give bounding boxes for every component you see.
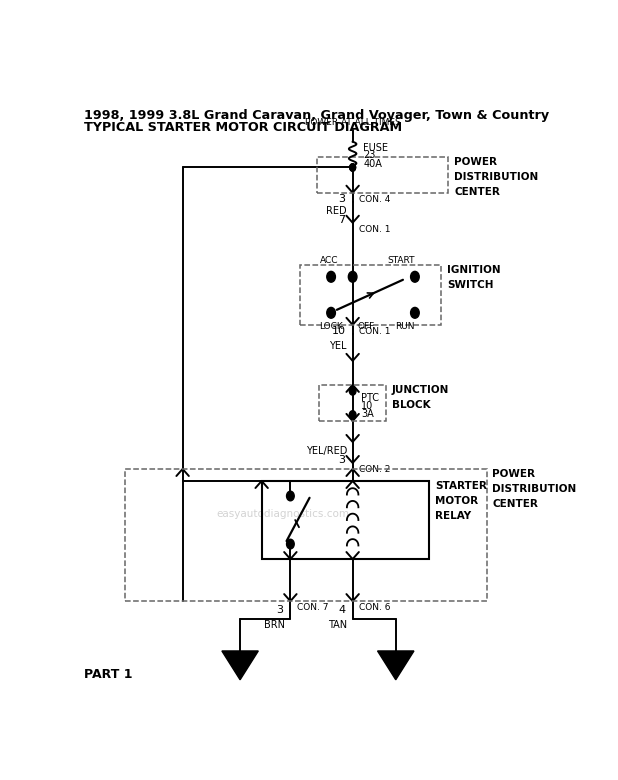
Text: MOTOR: MOTOR (435, 496, 478, 506)
Text: 10: 10 (362, 401, 373, 411)
Text: PART 1: PART 1 (85, 668, 133, 681)
Text: RELAY: RELAY (435, 511, 471, 521)
Circle shape (327, 307, 336, 318)
Circle shape (287, 491, 294, 501)
Text: SWITCH: SWITCH (447, 280, 494, 290)
Text: TYPICAL STARTER MOTOR CIRCUIT DIAGRAM: TYPICAL STARTER MOTOR CIRCUIT DIAGRAM (85, 121, 402, 134)
Text: 3: 3 (339, 193, 345, 204)
Circle shape (410, 307, 419, 318)
Circle shape (350, 164, 355, 171)
Text: DISTRIBUTION: DISTRIBUTION (493, 484, 577, 494)
Polygon shape (222, 651, 258, 680)
Text: LOCK: LOCK (320, 322, 343, 332)
Text: 3: 3 (276, 604, 283, 615)
Text: POWER: POWER (493, 469, 536, 479)
Text: 40A: 40A (363, 159, 382, 169)
Polygon shape (378, 651, 414, 680)
Text: YEL/RED: YEL/RED (305, 446, 347, 456)
Text: 23: 23 (363, 151, 376, 161)
Circle shape (349, 271, 357, 282)
Circle shape (349, 411, 356, 419)
Circle shape (327, 271, 336, 282)
Text: CON. 4: CON. 4 (359, 194, 391, 204)
Circle shape (350, 164, 355, 171)
Text: CENTER: CENTER (454, 186, 500, 197)
Text: POWER: POWER (454, 157, 497, 167)
Text: PTC: PTC (362, 393, 379, 403)
Bar (319, 385, 386, 421)
Text: BRN: BRN (264, 620, 285, 630)
Text: RED: RED (326, 206, 347, 216)
Text: OFF: OFF (357, 322, 375, 332)
Text: 3: 3 (339, 455, 345, 465)
Circle shape (350, 164, 355, 171)
Text: 3A: 3A (362, 409, 374, 419)
Circle shape (410, 271, 419, 282)
Text: 4: 4 (338, 604, 345, 615)
Text: easyautodiagnostics.com: easyautodiagnostics.com (217, 509, 350, 519)
Bar (261, 481, 430, 559)
Text: CON. 6: CON. 6 (359, 603, 391, 612)
Text: POWER AT ALL TIMES: POWER AT ALL TIMES (305, 118, 400, 126)
Text: START: START (387, 256, 415, 264)
Text: B: B (390, 663, 402, 678)
Text: STARTER: STARTER (435, 481, 487, 491)
Circle shape (349, 387, 356, 395)
Text: 1998, 1999 3.8L Grand Caravan, Grand Voyager, Town & Country: 1998, 1999 3.8L Grand Caravan, Grand Voy… (85, 108, 549, 122)
Bar (317, 157, 449, 193)
Text: FUSE: FUSE (363, 143, 388, 153)
Text: ACC: ACC (320, 256, 338, 264)
Text: 10: 10 (331, 326, 345, 336)
Text: RUN: RUN (396, 322, 415, 332)
Text: A: A (234, 663, 246, 678)
Text: BLOCK: BLOCK (392, 400, 431, 410)
Text: DISTRIBUTION: DISTRIBUTION (454, 172, 538, 182)
Text: CON. 7: CON. 7 (297, 603, 329, 612)
Bar (125, 469, 487, 601)
Text: TAN: TAN (328, 620, 347, 630)
Text: CON. 1: CON. 1 (359, 327, 391, 335)
Text: CENTER: CENTER (493, 499, 538, 509)
Text: YEL: YEL (329, 341, 347, 351)
Text: IGNITION: IGNITION (447, 264, 501, 275)
Text: CON. 1: CON. 1 (359, 225, 391, 233)
Text: JUNCTION: JUNCTION (392, 385, 449, 395)
Circle shape (287, 539, 294, 549)
Text: 7: 7 (338, 215, 345, 225)
Bar (300, 264, 441, 324)
Text: CON. 2: CON. 2 (359, 465, 391, 473)
